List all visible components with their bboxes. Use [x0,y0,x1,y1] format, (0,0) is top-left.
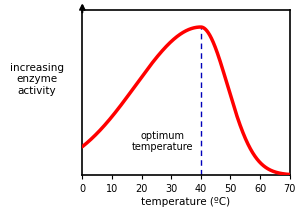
X-axis label: temperature (ºC): temperature (ºC) [141,197,230,207]
Y-axis label: increasing
enzyme
activity: increasing enzyme activity [10,63,64,96]
Text: optimum
temperature: optimum temperature [131,131,193,152]
